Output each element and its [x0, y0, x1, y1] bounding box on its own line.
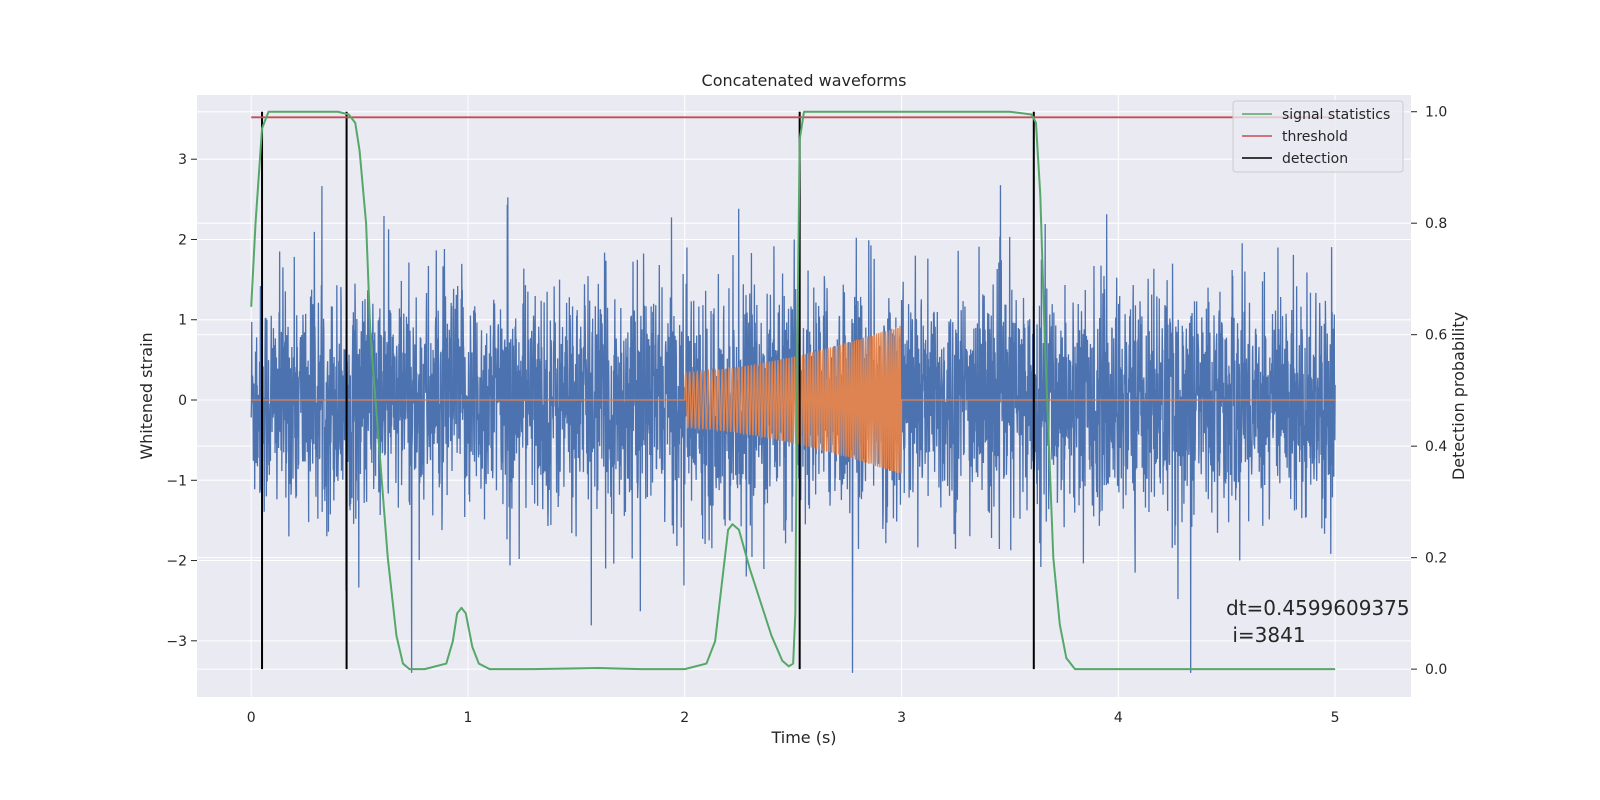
x-axis-label: Time (s)	[770, 728, 836, 747]
y-tick-label: −1	[166, 473, 187, 489]
y-tick-label: 2	[178, 232, 187, 248]
series-chirp-line	[251, 325, 1336, 474]
annotation-index: i=3841	[1226, 623, 1306, 647]
y2-tick-label: 0.8	[1425, 216, 1447, 232]
y2-tick-label: 0.0	[1425, 662, 1447, 678]
annotation: dt=0.4599609375 i=3841	[1226, 596, 1410, 647]
legend-label-signal-statistics: signal statistics	[1282, 107, 1390, 123]
y-tick-label: 0	[178, 393, 187, 409]
y2-axis-label: Detection probability	[1449, 312, 1468, 480]
x-tick-label: 3	[897, 710, 906, 726]
x-tick-label: 1	[464, 710, 473, 726]
y-axis-label: Whitened strain	[137, 332, 156, 459]
y-tick-label: −3	[166, 634, 187, 650]
axes: 0 1 2 3 4 5 −3 −2 −1 0 1 2 3 0.0 0.2 0.4 0.6 0.8 1.0	[166, 105, 1447, 726]
y2-tick-label: 1.0	[1425, 105, 1447, 121]
legend-label-detection: detection	[1282, 151, 1348, 167]
y2-tick-label: 0.2	[1425, 551, 1447, 567]
signal-statistics-line	[250, 110, 1336, 671]
chart-title: Concatenated waveforms	[702, 71, 907, 90]
y-tick-label: 1	[178, 313, 187, 329]
x-tick-label: 2	[680, 710, 689, 726]
x-tick-label: 5	[1331, 710, 1340, 726]
y2-tick-label: 0.6	[1425, 328, 1447, 344]
legend: signal statistics threshold detection	[1232, 100, 1404, 173]
x-tick-label: 0	[247, 710, 256, 726]
annotation-dt: dt=0.4599609375	[1226, 596, 1410, 620]
x-tick-label: 4	[1114, 710, 1123, 726]
legend-label-threshold: threshold	[1282, 129, 1348, 145]
y-tick-label: −2	[166, 554, 187, 570]
y-tick-label: 3	[178, 152, 187, 168]
y2-tick-label: 0.4	[1425, 439, 1447, 455]
legend-box	[1232, 100, 1404, 173]
plot-area	[250, 110, 1336, 673]
series-noise-line	[250, 185, 1336, 673]
